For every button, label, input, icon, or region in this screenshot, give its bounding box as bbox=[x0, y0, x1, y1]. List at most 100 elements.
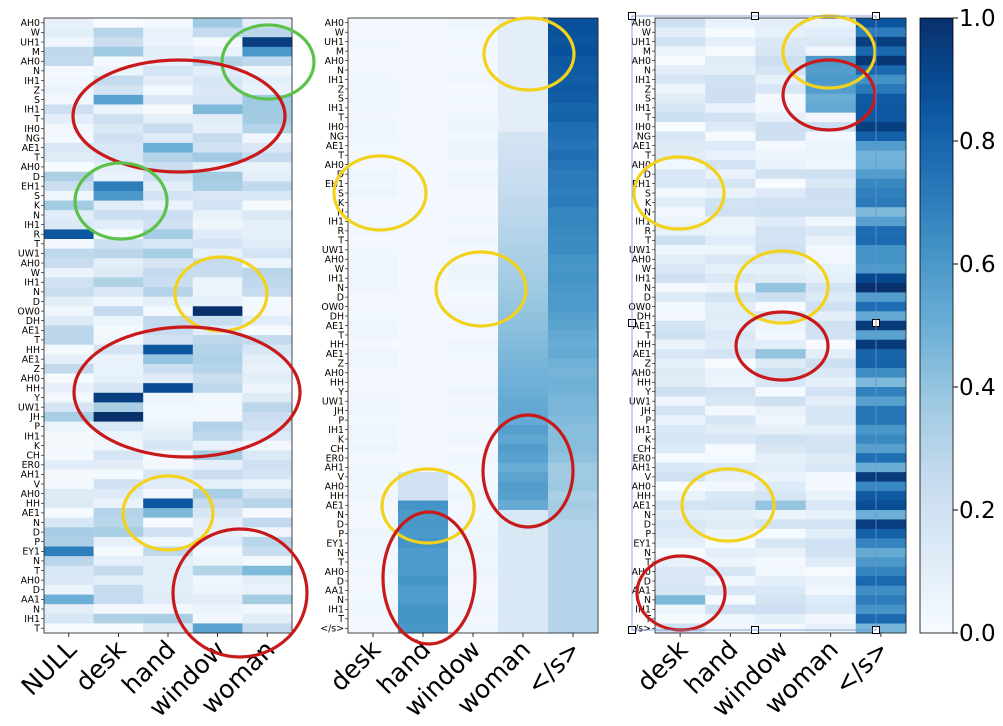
heatmap-cell bbox=[242, 373, 293, 384]
row-tick-label: T bbox=[33, 153, 40, 164]
heatmap-cell bbox=[498, 46, 549, 57]
heatmap-cell bbox=[755, 55, 806, 66]
row-tick-label: AH0 bbox=[21, 162, 40, 173]
heatmap-cell bbox=[655, 519, 706, 530]
heatmap-cell bbox=[855, 462, 907, 473]
row-tick-label: T bbox=[644, 150, 651, 161]
row-tick-label: Z bbox=[34, 364, 40, 375]
heatmap-cell bbox=[805, 320, 857, 331]
heatmap-cell bbox=[348, 339, 399, 350]
heatmap-cell bbox=[855, 547, 907, 558]
heatmap-cell bbox=[655, 36, 706, 47]
heatmap-cell bbox=[192, 517, 243, 528]
heatmap-cell bbox=[192, 469, 243, 480]
heatmap-cell bbox=[548, 547, 599, 558]
heatmap-cell bbox=[348, 510, 399, 520]
heatmap-cell bbox=[242, 27, 293, 38]
row-tick-label: UW1 bbox=[629, 245, 651, 256]
heatmap-cell bbox=[44, 56, 94, 67]
heatmap-cell bbox=[143, 277, 194, 288]
row-tick-label: EY1 bbox=[633, 538, 651, 549]
heatmap-cell bbox=[805, 141, 857, 151]
heatmap-cell bbox=[448, 538, 499, 549]
heatmap-cell bbox=[398, 349, 449, 360]
heatmap-cell bbox=[44, 181, 94, 192]
heatmap-cell bbox=[448, 453, 499, 464]
row-tick-label: EH1 bbox=[21, 181, 40, 192]
heatmap-cell bbox=[44, 363, 94, 374]
colorbar-tick-label: 0.2 bbox=[959, 498, 996, 524]
heatmap-cell bbox=[498, 320, 549, 331]
heatmap-cell bbox=[855, 424, 907, 435]
heatmap-cell bbox=[192, 258, 243, 269]
row-tick-label: N bbox=[644, 510, 651, 521]
heatmap-cell bbox=[705, 472, 756, 483]
heatmap-cell bbox=[805, 254, 857, 265]
heatmap-cell bbox=[855, 74, 907, 85]
heatmap-cell bbox=[755, 500, 806, 511]
row-tick-label: D bbox=[337, 292, 344, 303]
heatmap-cell bbox=[755, 122, 806, 132]
selection-box[interactable] bbox=[631, 15, 877, 631]
heatmap-cell bbox=[242, 200, 293, 211]
heatmap-cell bbox=[44, 325, 94, 336]
heatmap-cell bbox=[398, 188, 449, 199]
heatmap-cell bbox=[44, 219, 94, 230]
row-tick-label: D bbox=[33, 297, 40, 308]
heatmap-cell bbox=[348, 245, 399, 255]
row-tick-label: ER0 bbox=[22, 460, 40, 471]
heatmap-cell bbox=[242, 56, 293, 67]
heatmap-cell bbox=[44, 344, 94, 355]
heatmap-cell bbox=[655, 576, 706, 587]
heatmap-cell bbox=[242, 421, 293, 432]
heatmap-cell bbox=[498, 614, 549, 624]
heatmap-cell bbox=[705, 415, 756, 426]
heatmap-cell bbox=[805, 216, 857, 227]
row-tick-label: M bbox=[32, 47, 40, 58]
heatmap-cell bbox=[498, 226, 549, 237]
heatmap-cell bbox=[348, 235, 399, 246]
heatmap-cell bbox=[705, 424, 756, 435]
column-label: NULL bbox=[16, 635, 82, 701]
heatmap-cell bbox=[192, 536, 243, 547]
heatmap-cell bbox=[242, 267, 293, 278]
heatmap-cell bbox=[705, 595, 756, 606]
heatmap-cell bbox=[192, 354, 243, 365]
heatmap-cell bbox=[93, 171, 144, 182]
heatmap-cell bbox=[755, 585, 806, 596]
heatmap-cell bbox=[242, 37, 293, 48]
row-tick-label: AE1 bbox=[22, 508, 40, 519]
row-tick-label: N bbox=[337, 65, 344, 76]
heatmap-cell bbox=[705, 197, 756, 208]
heatmap-cell bbox=[548, 27, 599, 38]
heatmap-cell bbox=[143, 114, 194, 125]
heatmap-cell bbox=[705, 301, 756, 312]
row-tick-label: S bbox=[338, 188, 344, 199]
heatmap-cell bbox=[448, 226, 499, 237]
heatmap-cell bbox=[855, 585, 907, 596]
heatmap-cell bbox=[548, 84, 599, 95]
row-tick-label: HH bbox=[637, 491, 651, 502]
row-tick-label: AH1 bbox=[21, 470, 40, 481]
heatmap-cell bbox=[398, 576, 449, 587]
heatmap-cell bbox=[655, 604, 706, 615]
row-tick-label: AA1 bbox=[21, 595, 40, 606]
heatmap-cell bbox=[855, 510, 907, 520]
heatmap-cell bbox=[44, 498, 94, 509]
heatmap-cell bbox=[348, 330, 399, 341]
heatmap-cell bbox=[755, 377, 806, 388]
heatmap-cell bbox=[705, 18, 756, 28]
heatmap-cell bbox=[398, 424, 449, 435]
heatmap-cell bbox=[855, 282, 907, 293]
heatmap-cell bbox=[348, 566, 399, 577]
heatmap-cell bbox=[655, 141, 706, 151]
heatmap-cell bbox=[855, 595, 907, 606]
row-tick-label: N bbox=[644, 548, 651, 559]
heatmap-cell bbox=[498, 387, 549, 397]
heatmap-cell bbox=[348, 264, 399, 274]
heatmap-cell bbox=[143, 181, 194, 192]
heatmap-cell bbox=[348, 614, 399, 624]
row-tick-label: AH0 bbox=[632, 482, 651, 493]
heatmap-cell bbox=[855, 538, 907, 549]
row-tick-label: S bbox=[34, 191, 40, 202]
